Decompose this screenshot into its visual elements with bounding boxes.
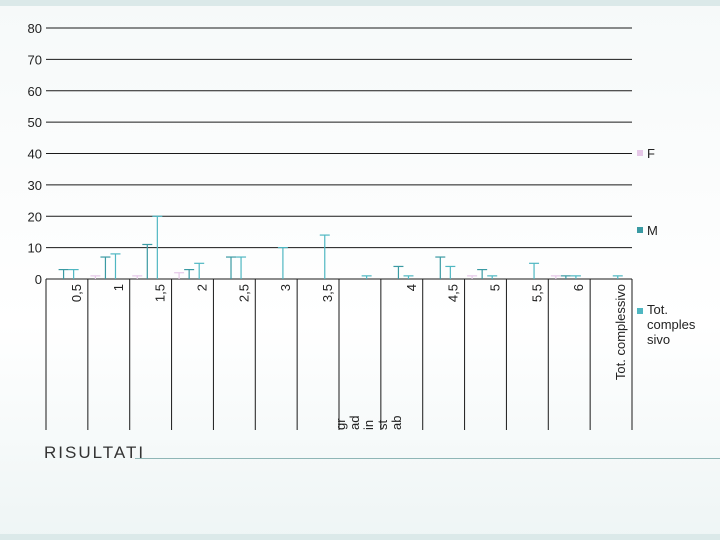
legend-label: Tot. comples sivo: [647, 302, 696, 347]
x-tick-label: 3: [278, 284, 293, 291]
x-tick-label: 4,5: [446, 284, 461, 302]
x-tick-label: 3,5: [320, 284, 335, 302]
y-tick-label: 0: [35, 272, 42, 287]
y-tick-label: 20: [28, 209, 42, 224]
y-tick-label: 60: [28, 84, 42, 99]
y-tick-label: 40: [28, 147, 42, 162]
legend: F M Tot. comples sivo: [637, 146, 696, 347]
gridlines: [45, 27, 633, 430]
x-tick-label: 2: [195, 284, 210, 291]
x-tick-label: 6: [571, 284, 586, 291]
legend-swatch: [637, 308, 643, 314]
title-underline: [135, 458, 720, 459]
x-tick-label: 1,5: [153, 284, 168, 302]
x-axis-ticks: 0,5 1 1,5 2 2,5 3 3,5 gradinstab 4 4,5 5 5,5 6 Tot. c…: [69, 284, 628, 430]
y-tick-label: 70: [28, 52, 42, 67]
x-tick-label: gradinstab: [333, 416, 404, 430]
x-tick-label: 5,5: [529, 284, 544, 302]
y-axis-ticks: 0 10 20 30 40 50 60 70 80: [28, 21, 42, 287]
x-tick-label: 0,5: [69, 284, 84, 302]
legend-label: M: [647, 223, 658, 238]
x-tick-label: 1: [111, 284, 126, 291]
y-tick-label: 80: [28, 21, 42, 36]
y-tick-label: 10: [28, 241, 42, 256]
legend-label: F: [647, 146, 655, 161]
y-tick-label: 50: [28, 115, 42, 130]
legend-swatch: [637, 150, 643, 156]
x-tick-label: 4: [404, 284, 419, 291]
slide-title: RISULTATI: [44, 443, 146, 462]
bars: [58, 215, 623, 279]
legend-swatch: [637, 227, 643, 233]
x-tick-label: 5: [488, 284, 503, 291]
x-tick-label: Tot. complessivo: [613, 284, 628, 380]
x-tick-label: 2,5: [236, 284, 251, 302]
y-tick-label: 30: [28, 178, 42, 193]
